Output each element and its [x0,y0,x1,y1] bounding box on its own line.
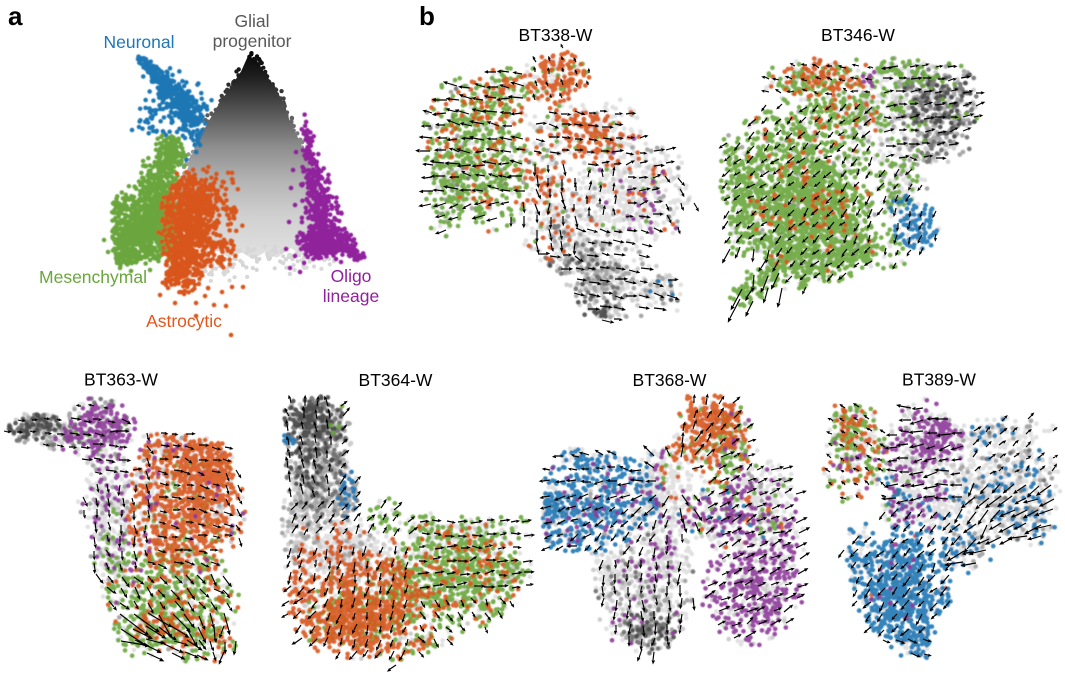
svg-text:a: a [8,1,23,31]
svg-text:BT389-W: BT389-W [902,370,976,390]
svg-text:Glial: Glial [234,11,269,31]
svg-text:b: b [419,1,435,31]
svg-text:Mesenchymal: Mesenchymal [39,267,147,287]
svg-text:Neuronal: Neuronal [103,32,174,52]
svg-text:lineage: lineage [323,286,379,306]
svg-text:BT338-W: BT338-W [519,25,593,45]
svg-text:BT363-W: BT363-W [84,370,158,390]
svg-text:Astrocytic: Astrocytic [146,311,222,331]
svg-text:BT346-W: BT346-W [821,25,895,45]
svg-text:BT364-W: BT364-W [359,370,433,390]
svg-text:BT368-W: BT368-W [633,370,707,390]
svg-text:Oligo: Oligo [331,266,372,286]
svg-text:progenitor: progenitor [213,31,292,51]
